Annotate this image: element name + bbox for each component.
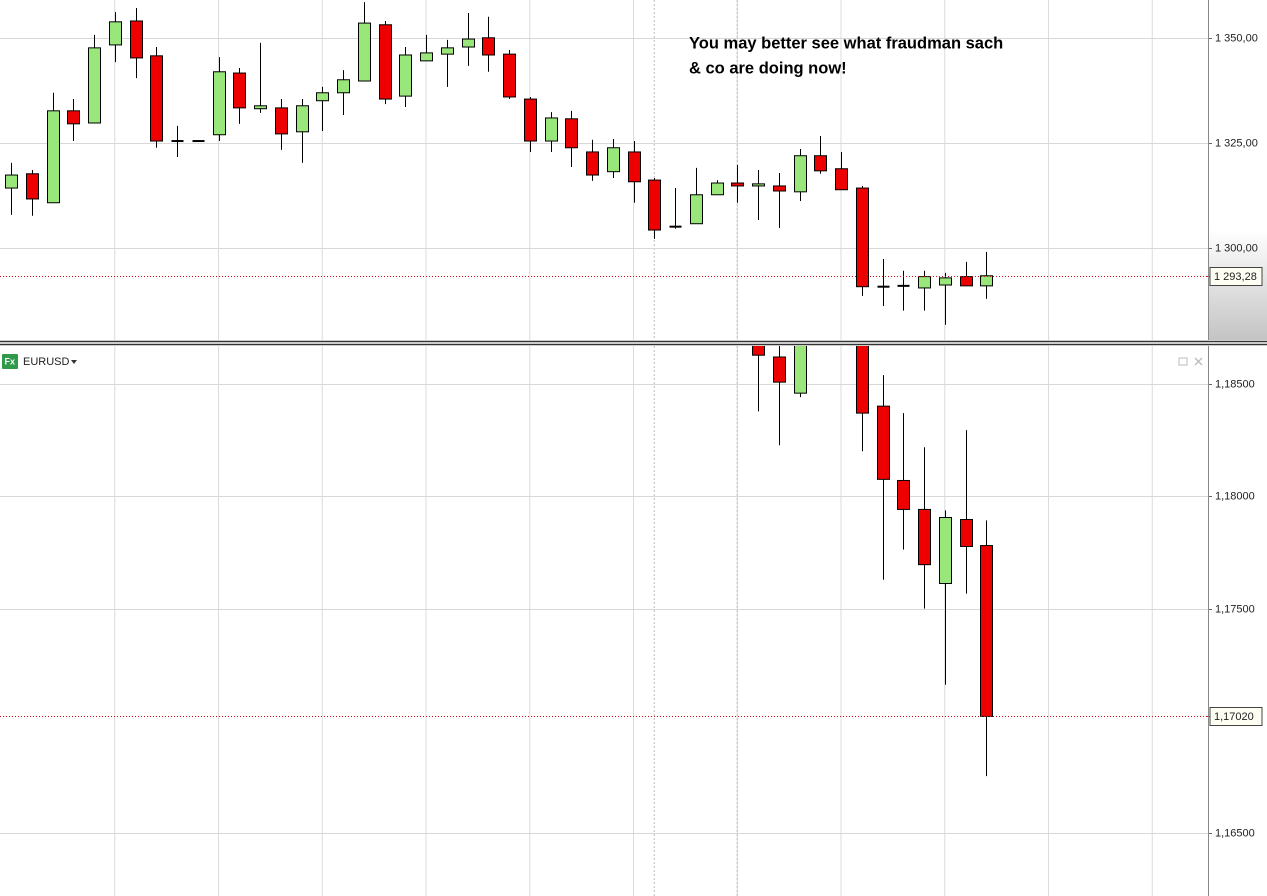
candle-body <box>897 479 910 510</box>
candle-body <box>939 277 952 286</box>
candle-body <box>26 173 39 200</box>
candle-body <box>877 405 890 480</box>
candle-body <box>648 179 661 231</box>
candle-body <box>773 356 786 383</box>
dropdown-arrow[interactable] <box>71 360 77 364</box>
candle-body <box>607 147 620 173</box>
candle-body <box>711 182 724 196</box>
y-tick-label: 1 350,00 <box>1215 32 1258 44</box>
candle-body <box>835 168 848 191</box>
candle-body <box>918 508 931 566</box>
candle-body <box>565 118 578 149</box>
grid-layer <box>0 0 1208 896</box>
panel-separator <box>0 340 1267 346</box>
candle-body <box>524 98 537 142</box>
candle-body <box>67 110 80 125</box>
candle-body <box>88 47 101 124</box>
y-tick-label: 1 300,00 <box>1215 242 1258 254</box>
y-tick-label: 1,17500 <box>1215 603 1255 615</box>
y-tick-label: 1 325,00 <box>1215 137 1258 149</box>
candle-body <box>814 155 827 172</box>
candle-body <box>545 117 558 142</box>
candle-body <box>420 52 433 62</box>
candle-body <box>960 276 973 287</box>
price-panel <box>0 2 1208 325</box>
candle-body <box>794 346 807 394</box>
candle-body <box>130 20 143 59</box>
y-tick-label: 1,18500 <box>1215 378 1255 390</box>
candle-body <box>856 187 869 288</box>
candle-body <box>731 182 744 187</box>
candle-body <box>773 185 786 192</box>
icon-glyph: Fx <box>5 356 16 366</box>
last-price-label: 1,17020 <box>1214 711 1254 723</box>
candle-body <box>5 174 18 189</box>
candle-body <box>379 24 392 100</box>
candle-body <box>690 194 703 225</box>
candle-body <box>980 545 993 717</box>
candle-body <box>399 54 412 97</box>
window-button[interactable] <box>1178 357 1188 366</box>
last-price-box <box>1209 707 1263 726</box>
candle-body <box>628 151 641 183</box>
annotation: You may better see what fraudman sach <box>689 34 1003 52</box>
last-price-box <box>1209 267 1263 286</box>
candle-body <box>47 110 60 204</box>
y-tick-label: 1,16500 <box>1215 827 1255 839</box>
symbol-selector[interactable]: Fx EURUSD <box>2 354 77 369</box>
annotation: & co are doing now! <box>689 59 847 77</box>
axis-layer: 1 350,00 1 325,00 1 300,00 1 293,28 1,18500 1… <box>1206 32 1263 839</box>
candle-body <box>482 37 495 56</box>
candle-body <box>939 517 952 585</box>
candle-body <box>233 72 246 109</box>
candle-body <box>960 519 973 547</box>
candle-body <box>752 346 765 356</box>
symbol-icon <box>2 354 18 369</box>
candle-body <box>752 183 765 187</box>
candle-body <box>213 71 226 136</box>
candle-body <box>980 275 993 287</box>
candle-body <box>586 151 599 176</box>
candle-body <box>254 105 267 110</box>
last-price-label: 1 293,28 <box>1214 271 1257 283</box>
candle-body <box>109 21 122 46</box>
candle-body <box>296 105 309 133</box>
candle-body <box>918 276 931 289</box>
candle-body <box>441 47 454 55</box>
candle-body <box>150 55 163 142</box>
candle-body <box>275 107 288 135</box>
candle-body <box>794 155 807 193</box>
candle-body <box>503 53 516 98</box>
candle-body <box>337 79 350 94</box>
candle-body <box>358 22 371 82</box>
candle-body <box>856 346 869 414</box>
y-tick-label: 1,18000 <box>1215 490 1255 502</box>
candle-body <box>316 92 329 102</box>
symbol-name[interactable]: EURUSD <box>23 356 70 368</box>
candle-body <box>462 38 475 48</box>
close-button[interactable] <box>1194 357 1203 366</box>
eurusd-panel <box>0 346 1208 777</box>
